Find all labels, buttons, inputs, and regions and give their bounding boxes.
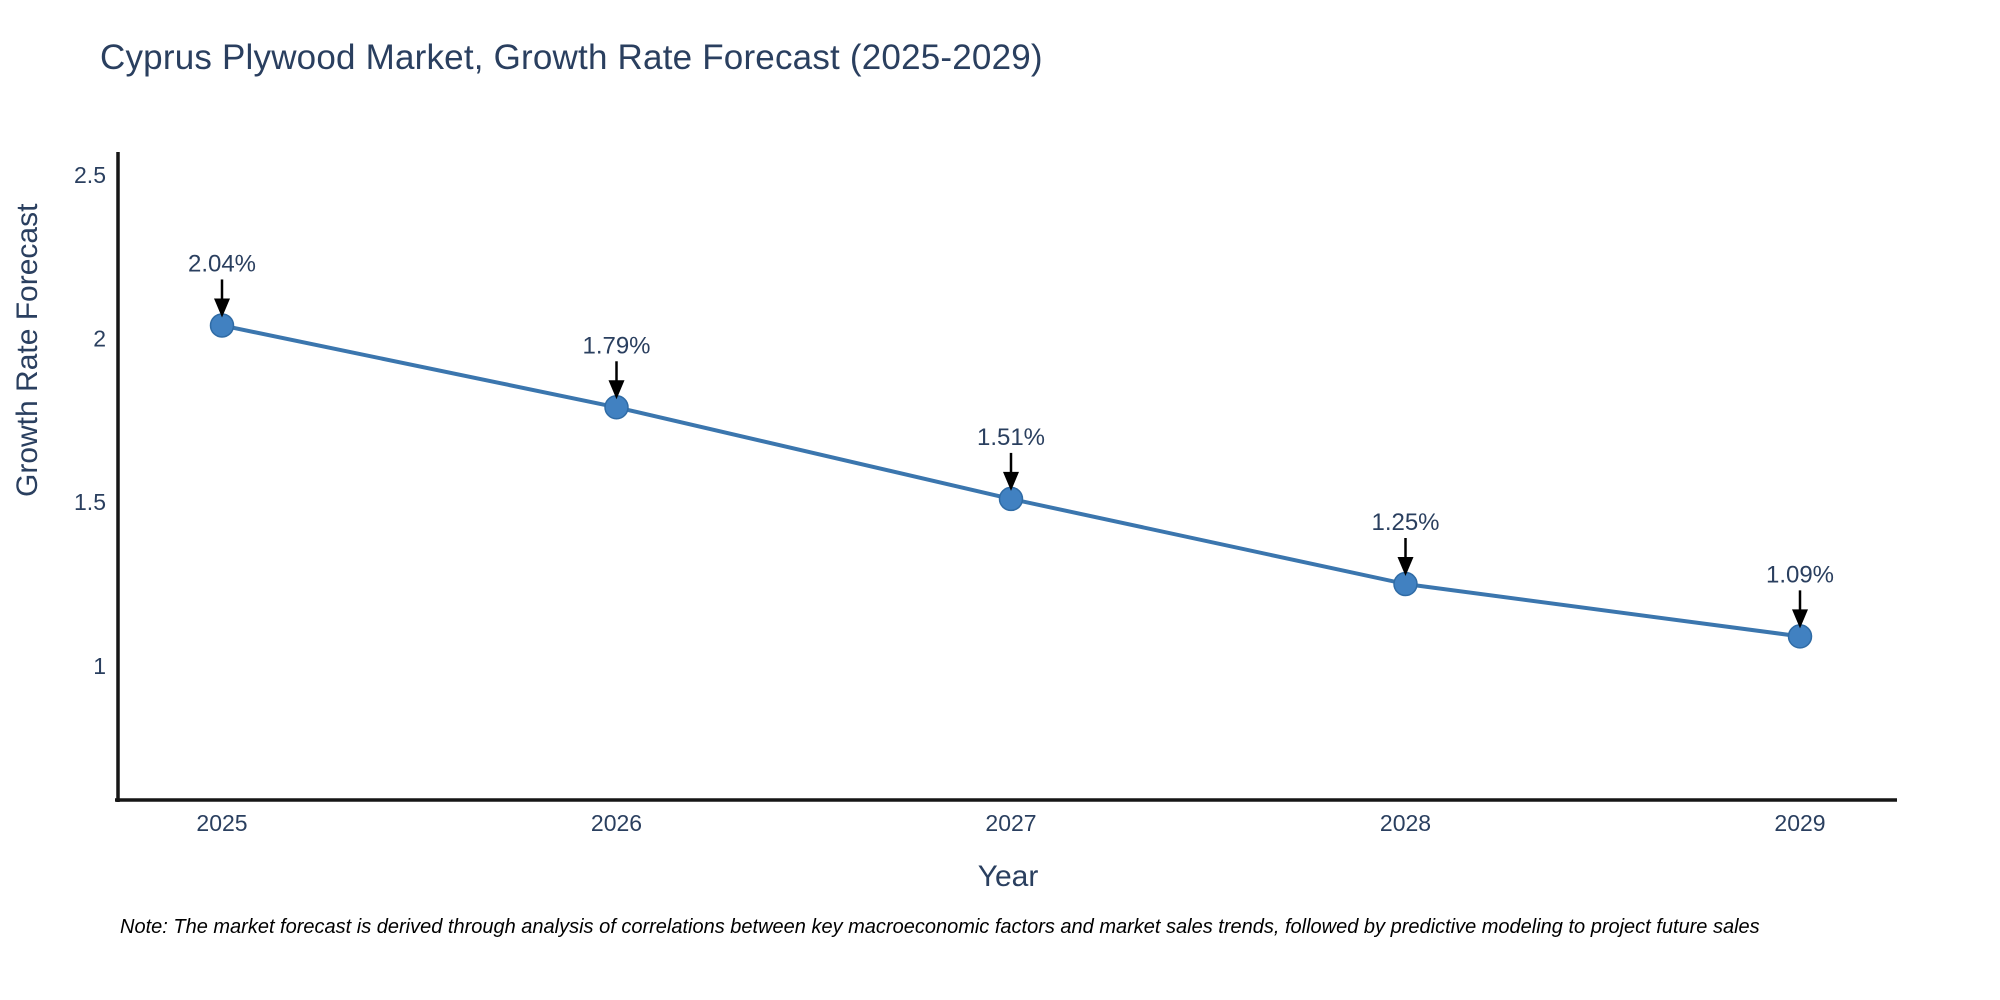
annotation-arrowhead xyxy=(608,380,625,400)
y-axis-title: Growth Rate Forecast xyxy=(11,204,45,497)
annotation-arrowhead xyxy=(1003,471,1019,491)
footnote: Note: The market forecast is derived thr… xyxy=(120,916,1760,938)
annotation-arrowhead xyxy=(214,298,230,318)
x-tick-label-2026: 2026 xyxy=(591,810,642,836)
x-tick-label-2029: 2029 xyxy=(1774,810,1825,836)
x-tick-label-2025: 2025 xyxy=(196,810,247,836)
annotation-arrowhead xyxy=(1397,557,1414,576)
y-tick-label-2: 2 xyxy=(93,326,106,352)
annotation-arrowhead xyxy=(1792,609,1808,629)
x-tick-label-2028: 2028 xyxy=(1380,810,1431,836)
x-axis-title: Year xyxy=(977,860,1039,893)
y-tick-label-1: 1 xyxy=(93,653,106,679)
y-tick-label-2.5: 2.5 xyxy=(74,162,106,188)
point-annotation-2029: 1.09% xyxy=(1766,561,1834,588)
y-axis-title-text: Growth Rate Forecast xyxy=(11,203,44,497)
x-tick-label-2027: 2027 xyxy=(985,810,1036,836)
point-annotation-2028: 1.25% xyxy=(1371,509,1439,536)
chart-title: Cyprus Plywood Market, Growth Rate Forec… xyxy=(100,38,1043,77)
y-tick-label-1.5: 1.5 xyxy=(74,489,106,515)
point-annotation-2027: 1.51% xyxy=(977,424,1045,451)
point-annotation-2025: 2.04% xyxy=(188,250,256,277)
point-annotation-2026: 1.79% xyxy=(582,332,650,359)
